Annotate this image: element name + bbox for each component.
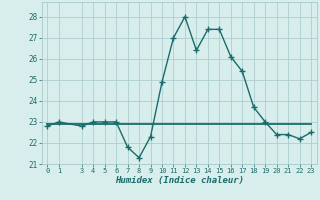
X-axis label: Humidex (Indice chaleur): Humidex (Indice chaleur) <box>115 176 244 185</box>
